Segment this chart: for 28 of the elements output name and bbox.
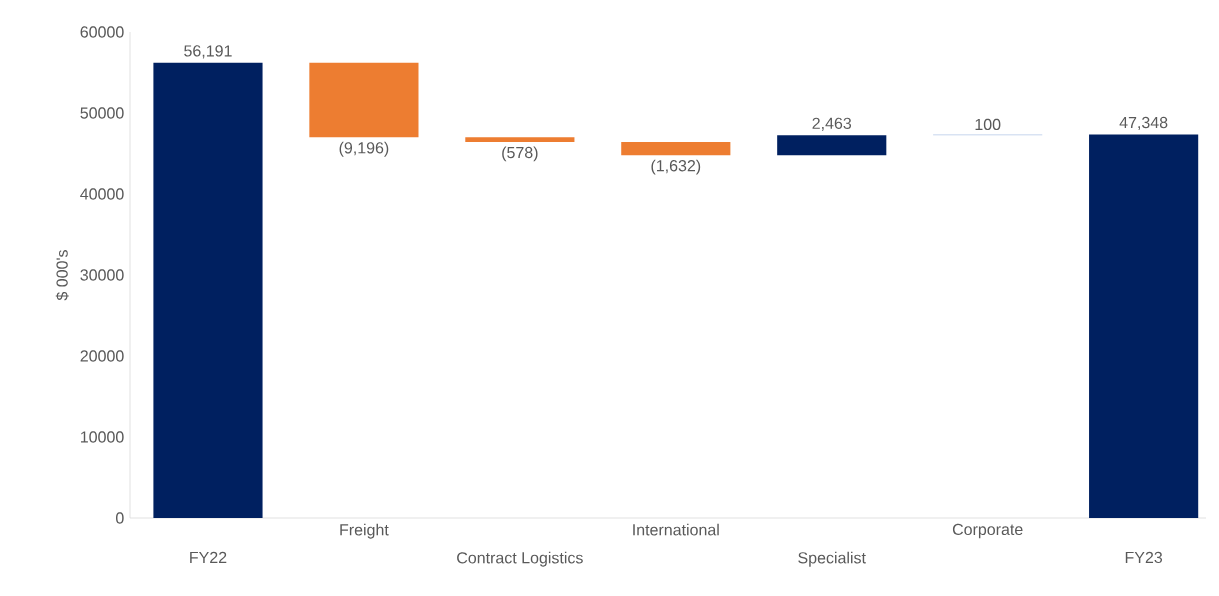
y-tick-label: 60000 bbox=[80, 26, 124, 38]
y-tick-label: 20000 bbox=[80, 350, 124, 362]
data-label: 2,463 bbox=[812, 117, 852, 131]
bar bbox=[309, 62, 419, 138]
bar bbox=[777, 135, 887, 156]
x-tick-label: Corporate bbox=[952, 523, 1023, 539]
y-tick-label: 30000 bbox=[80, 269, 124, 281]
y-axis-title: $ 000's bbox=[55, 250, 69, 301]
y-tick-label: 50000 bbox=[80, 107, 124, 119]
data-label: 47,348 bbox=[1119, 116, 1168, 131]
y-tick-label: 0 bbox=[116, 512, 124, 524]
y-tick-label: 40000 bbox=[80, 188, 124, 200]
y-tick-label: 10000 bbox=[81, 431, 124, 443]
x-tick-label: Contract Logistics bbox=[457, 551, 583, 567]
bar bbox=[621, 142, 731, 156]
x-tick-label: FY23 bbox=[1125, 551, 1163, 564]
x-tick-label: Specialist bbox=[798, 551, 866, 567]
bar bbox=[1089, 134, 1199, 518]
data-label: 56,191 bbox=[184, 45, 232, 59]
x-tick-label: Freight bbox=[340, 523, 389, 539]
bar bbox=[465, 137, 575, 143]
data-label: (578) bbox=[502, 146, 538, 162]
data-label: 100 bbox=[975, 118, 1001, 131]
data-label: (9,196) bbox=[339, 141, 389, 157]
bar bbox=[153, 62, 263, 518]
x-tick-label: FY22 bbox=[190, 551, 227, 563]
data-label: (1,632) bbox=[651, 159, 701, 175]
x-tick-label: International bbox=[633, 523, 719, 536]
